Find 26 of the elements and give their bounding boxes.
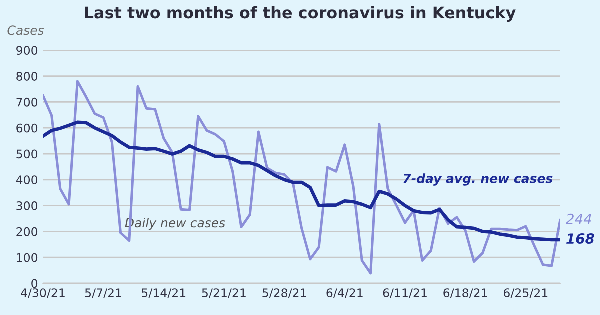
line-series [43, 120, 560, 242]
data-label: 244 [566, 214, 592, 224]
y-tick-label: 0 [32, 279, 38, 288]
y-tick-label: 400 [16, 176, 38, 185]
line-series [43, 80, 560, 275]
x-tick-label: 6/18/21 [444, 288, 488, 298]
x-tick-label: 4/30/21 [21, 288, 65, 298]
chart-title: Last two months of the coronavirus in Kentucky [85, 6, 516, 22]
y-tick-label: 100 [17, 253, 38, 262]
x-tick-label: 5/28/21 [262, 288, 306, 298]
y-tick-label: 200 [16, 227, 38, 236]
x-tick-label: 5/21/21 [202, 288, 246, 298]
series-label: 7-day avg. new cases [404, 174, 553, 186]
x-tick-label: 5/14/21 [142, 288, 186, 298]
y-tick-label: 300 [16, 202, 38, 210]
y-tick-label: 700 [16, 98, 38, 107]
x-tick-label: 6/4/21 [326, 288, 363, 298]
y-tick-label: 600 [16, 124, 38, 133]
y-tick-label: 900 [16, 46, 38, 56]
y-axis-title: Cases [8, 26, 44, 36]
y-tick-label: 500 [16, 150, 38, 159]
x-tick-label: 6/25/21 [504, 288, 548, 298]
data-label: 168 [566, 234, 594, 244]
x-tick-label: 6/11/21 [383, 288, 427, 298]
y-tick-label: 800 [16, 72, 38, 81]
x-tick-label: 5/7/21 [85, 288, 122, 298]
